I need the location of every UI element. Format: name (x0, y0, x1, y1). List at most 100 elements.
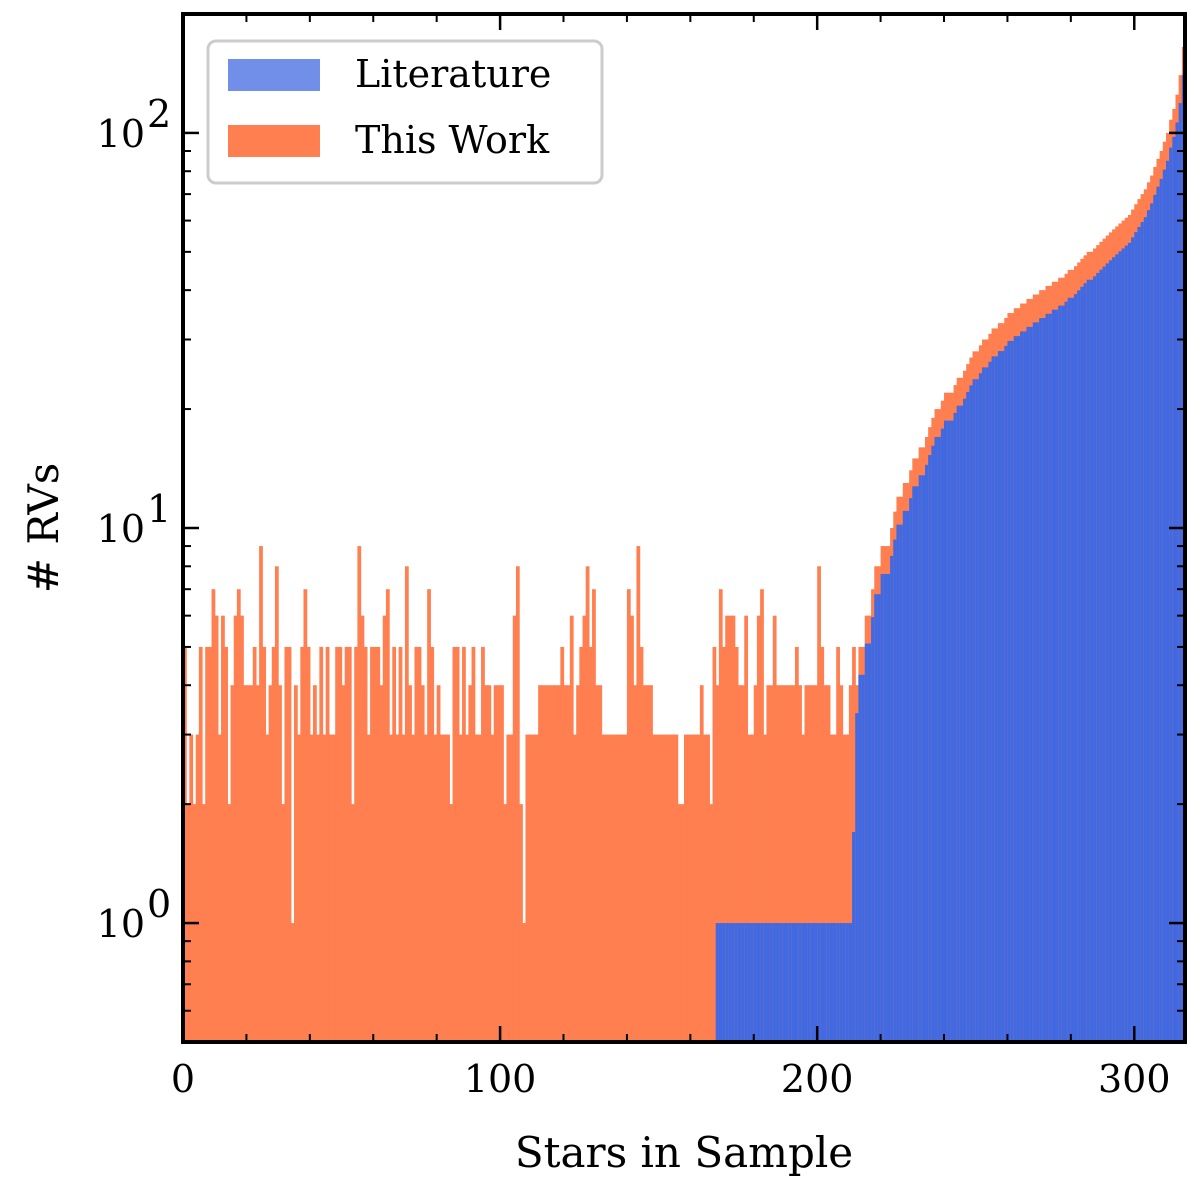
literature-bar (1150, 203, 1154, 1042)
this-work-bar (642, 685, 647, 1042)
this-work-bar (306, 646, 311, 1042)
literature-bar (937, 436, 942, 1042)
this-work-bar (782, 685, 787, 1042)
this-work-bar (617, 734, 622, 1042)
this-work-bar (592, 589, 596, 1042)
this-work-bar (845, 734, 850, 1042)
literature-bar (734, 923, 739, 1042)
legend-swatch (228, 59, 320, 91)
this-work-bar (734, 646, 739, 1042)
this-work-bar (522, 923, 527, 1042)
this-work-bar (230, 685, 235, 1042)
this-work-bar (360, 615, 365, 1042)
literature-bar (944, 420, 948, 1042)
literature-bar (1070, 297, 1075, 1043)
y-tick-label: 10 (97, 902, 145, 946)
this-work-bar (810, 685, 815, 1042)
literature-bar (1172, 136, 1177, 1042)
this-work-bar (303, 589, 308, 1042)
this-work-bar (553, 685, 558, 1042)
literature-bar (928, 455, 932, 1042)
this-work-bar (566, 685, 571, 1042)
literature-bar (753, 923, 758, 1042)
this-work-bar (544, 685, 549, 1042)
this-work-bar (252, 646, 257, 1042)
literature-bar (1134, 232, 1139, 1042)
literature-bar (737, 923, 742, 1042)
literature-bar (909, 498, 913, 1042)
literature-bar (1159, 178, 1164, 1043)
literature-bar (772, 923, 777, 1042)
this-work-bar (677, 804, 682, 1042)
this-work-bar (814, 685, 818, 1042)
literature-bar (791, 923, 796, 1042)
y-tick-exponent: 0 (147, 882, 171, 926)
literature-bar (1175, 122, 1180, 1042)
literature-bar (975, 379, 980, 1043)
literature-bar (940, 428, 945, 1042)
this-work-bar (690, 734, 695, 1042)
literature-bar (1153, 194, 1158, 1042)
this-work-bar (703, 734, 707, 1042)
literature-bar (1156, 186, 1161, 1042)
literature-bar (1108, 260, 1113, 1042)
this-work-bar (747, 734, 752, 1042)
literature-bar (921, 475, 926, 1043)
literature-bar (953, 412, 958, 1042)
literature-bar (785, 923, 790, 1042)
this-work-bar (687, 734, 691, 1042)
literature-bar (861, 674, 866, 1042)
literature-bar (763, 923, 768, 1042)
this-work-bar (785, 685, 790, 1042)
legend-swatch (228, 125, 320, 157)
this-work-bar (274, 566, 279, 1042)
this-work-bar (338, 646, 343, 1042)
literature-bar (1118, 251, 1123, 1042)
this-work-bar (560, 646, 565, 1042)
literature-bar (1007, 340, 1012, 1043)
this-work-bar (392, 646, 397, 1042)
this-work-bar (300, 646, 305, 1042)
this-work-bar (531, 734, 536, 1042)
this-work-bar (706, 734, 710, 1042)
literature-bar (1029, 326, 1034, 1042)
this-work-bar (363, 646, 368, 1042)
literature-bar (782, 923, 787, 1042)
this-work-bar (722, 646, 726, 1042)
x-axis-label: Stars in Sample (515, 1128, 853, 1177)
this-work-bar (515, 566, 520, 1042)
this-work-bar (829, 734, 834, 1042)
this-work-bar (525, 734, 530, 1042)
literature-bar (741, 923, 745, 1042)
this-work-bar (370, 646, 374, 1042)
this-work-bar (366, 734, 371, 1042)
this-work-bar (404, 566, 409, 1042)
this-work-bar (246, 685, 251, 1042)
this-work-bar (639, 646, 644, 1042)
this-work-bar (281, 804, 286, 1042)
this-work-bar (630, 615, 634, 1042)
this-work-bar (728, 615, 733, 1042)
literature-bar (833, 923, 837, 1042)
literature-bar (826, 923, 831, 1042)
literature-bar (1077, 290, 1081, 1042)
literature-bar (722, 923, 726, 1042)
this-work-bar (772, 615, 777, 1042)
literature-bar (1162, 169, 1167, 1042)
this-work-bar (671, 734, 676, 1042)
this-work-bar (474, 734, 479, 1042)
literature-bar (756, 923, 761, 1042)
literature-bar (934, 436, 939, 1042)
this-work-bar (268, 685, 273, 1042)
this-work-bar (208, 646, 213, 1042)
this-work-bar (496, 685, 501, 1042)
this-work-bar (236, 589, 241, 1042)
this-work-bar (595, 685, 599, 1042)
this-work-bar (788, 685, 793, 1042)
literature-bar (864, 643, 869, 1042)
literature-bar (1146, 210, 1151, 1042)
literature-bar (1165, 160, 1170, 1042)
bars-layer (183, 47, 1186, 1043)
this-work-bar (649, 685, 653, 1042)
